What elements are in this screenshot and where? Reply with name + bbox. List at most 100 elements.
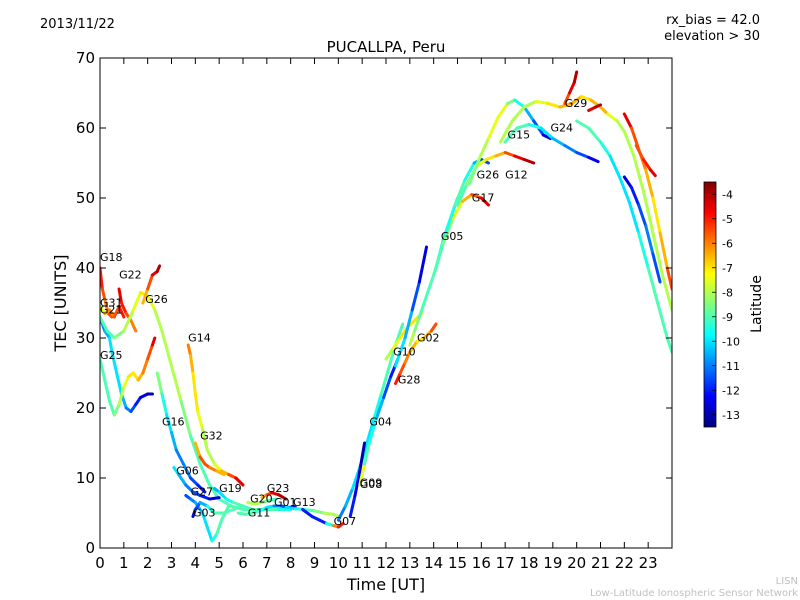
- series-g09_late: [587, 103, 602, 112]
- series-segment: [632, 154, 645, 193]
- colorbar-tick-label: -7: [722, 262, 733, 275]
- series-g05: [394, 245, 429, 368]
- series-segment: [170, 431, 178, 452]
- series-g29: [498, 95, 672, 312]
- series-segment: [456, 182, 469, 207]
- series-segment: [394, 336, 407, 368]
- series-segment: [267, 497, 278, 502]
- series-segment: [398, 361, 407, 375]
- satellite-label: G16: [162, 416, 185, 429]
- satellite-label: G23: [267, 482, 290, 495]
- x-tick-label: 19: [543, 554, 562, 572]
- series-segment: [422, 329, 433, 340]
- x-tick-label: 21: [591, 554, 610, 572]
- series-segment: [217, 490, 228, 501]
- date-label: 2013/11/22: [40, 17, 115, 32]
- series-segment: [108, 336, 114, 354]
- series-segment: [622, 130, 636, 158]
- colorbar-tick-label: -6: [722, 237, 733, 250]
- series-segment: [522, 99, 538, 109]
- satellite-label: G28: [398, 374, 421, 387]
- series-segment: [403, 350, 412, 364]
- colorbar-label: Latitude: [749, 275, 765, 333]
- series-segment: [510, 105, 526, 123]
- series-segment: [615, 119, 626, 133]
- elevation-label: elevation > 30: [664, 29, 760, 44]
- series-segment: [189, 434, 202, 466]
- x-tick-label: 13: [400, 554, 419, 572]
- series-segment: [160, 329, 173, 368]
- series-segment: [198, 462, 212, 487]
- series-segment: [141, 287, 150, 305]
- series-segment: [110, 350, 119, 375]
- series-segment: [215, 469, 226, 476]
- series-g16: [155, 371, 207, 494]
- series-segment: [205, 448, 216, 466]
- series-segment: [129, 319, 138, 333]
- series-segment: [403, 308, 414, 340]
- series-segment: [122, 308, 135, 333]
- series-g20: [246, 497, 278, 506]
- series-segment: [181, 462, 193, 480]
- series-segment: [146, 343, 154, 361]
- colorbar-tick-label: -13: [722, 409, 740, 422]
- series-g32: [193, 441, 226, 476]
- series-segment: [618, 175, 631, 203]
- series-segment: [496, 102, 510, 119]
- x-tick-label: 8: [286, 554, 296, 572]
- series-segment: [179, 399, 193, 438]
- satellite-label: G17: [472, 192, 495, 205]
- series-segment: [451, 200, 464, 221]
- series-segment: [301, 508, 314, 518]
- x-tick-label: 9: [310, 554, 320, 572]
- x-tick-label: 14: [424, 554, 443, 572]
- series-layer: [100, 70, 672, 543]
- series-g25: [100, 336, 157, 417]
- series-segment: [184, 483, 195, 494]
- series-segment: [522, 105, 536, 123]
- series-segment: [651, 196, 662, 235]
- series-segment: [477, 137, 490, 161]
- y-tick-label: 30: [76, 329, 95, 347]
- y-tick-label: 20: [76, 399, 95, 417]
- satellite-label: G18: [100, 251, 123, 264]
- satellite-label: G29: [565, 97, 588, 110]
- series-segment: [665, 266, 672, 291]
- series-segment: [484, 154, 498, 161]
- series-segment: [656, 301, 669, 340]
- series-segment: [277, 493, 288, 501]
- series-segment: [117, 287, 123, 305]
- series-segment: [374, 396, 386, 420]
- series-g03: [191, 501, 245, 518]
- series-segment: [515, 123, 531, 130]
- x-tick-label: 10: [329, 554, 348, 572]
- x-tick-label: 23: [639, 554, 658, 572]
- satellite-label: G20: [250, 493, 273, 506]
- satellite-label: G02: [417, 332, 440, 345]
- series-segment: [579, 95, 593, 102]
- series-segment: [384, 347, 395, 361]
- series-segment: [441, 217, 455, 245]
- satellite-label: G15: [508, 129, 531, 142]
- satellite-label: G03: [193, 507, 216, 520]
- series-g24: [503, 123, 600, 164]
- series-g11: [236, 504, 276, 516]
- series-g30: [575, 119, 672, 354]
- series-segment: [629, 186, 641, 207]
- series-segment: [563, 144, 579, 154]
- series-segment: [119, 301, 128, 315]
- series-g31_late: [622, 112, 672, 291]
- colorbar-tick-label: -12: [722, 384, 740, 397]
- series-segment: [460, 193, 474, 203]
- series-segment: [106, 312, 114, 319]
- x-tick-label: 3: [167, 554, 177, 572]
- satellite-label: G05: [441, 230, 464, 243]
- satellite-label: G12: [505, 168, 528, 181]
- chart-title: PUCALLPA, Peru: [327, 38, 446, 56]
- series-segment: [546, 102, 562, 109]
- series-segment: [637, 231, 650, 270]
- satellite-label: G14: [188, 332, 211, 345]
- series-g27: [184, 494, 231, 543]
- colorbar-tick-label: -11: [722, 360, 740, 373]
- footer-lisn: LISN: [775, 576, 798, 587]
